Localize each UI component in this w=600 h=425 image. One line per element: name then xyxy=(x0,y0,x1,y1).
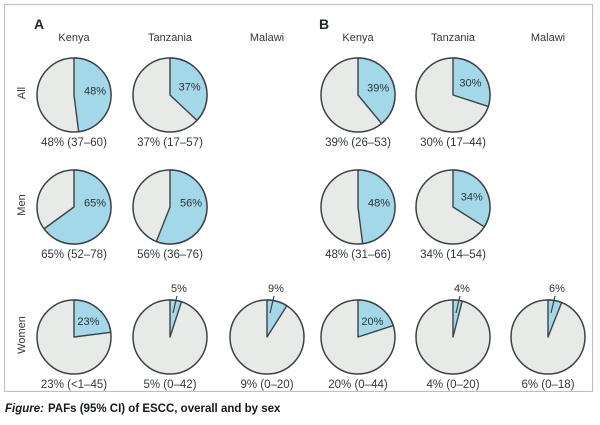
pie-b-women-malawi: 6% xyxy=(500,270,596,376)
ci-label-b-all-tanzania: 30% (17–44) xyxy=(420,137,486,149)
pie-value-label: 39% xyxy=(367,83,389,95)
pie-a-men-kenya: 65% xyxy=(26,140,122,246)
ci-label-a-all-kenya: 48% (37–60) xyxy=(41,137,107,149)
caption-text: PAFs (95% CI) of ESCC, overall and by se… xyxy=(47,403,281,415)
figure-border-box: A Kenya Tanzania Malawi All Men Women 48% 48% (3… xyxy=(4,4,593,392)
pie-slice xyxy=(155,169,208,245)
ci-label-a-men-tanzania: 56% (36–76) xyxy=(137,249,203,261)
column-header-tanzania-panel-b: Tanzania xyxy=(430,32,476,44)
figure-caption: Figure: PAFs (95% CI) of ESCC, overall an… xyxy=(5,403,280,415)
pie-a-all-kenya: 48% xyxy=(26,28,122,134)
pie-slice xyxy=(357,169,396,245)
column-header-malawi-panel-a: Malawi xyxy=(249,32,285,44)
pie-svg: 23% xyxy=(36,299,112,375)
pie-svg: 34% xyxy=(415,169,491,245)
panel-label-a: A xyxy=(33,16,45,32)
pie-value-label: 4% xyxy=(454,283,470,295)
ci-label-b-women-malawi: 6% (0–18) xyxy=(521,379,575,391)
pie-label-leader-line xyxy=(455,295,461,314)
pie-svg: 39% xyxy=(320,57,396,133)
pie-value-label: 34% xyxy=(461,192,483,204)
pie-svg: 65% xyxy=(36,169,112,245)
ci-label-b-men-kenya: 48% (31–66) xyxy=(325,249,391,261)
column-header-kenya-panel-b: Kenya xyxy=(342,32,374,44)
pie-value-label: 20% xyxy=(361,316,383,328)
pie-slice xyxy=(357,57,396,125)
ci-label-a-women-kenya: 23% (<1–45) xyxy=(40,379,108,391)
pie-b-men-tanzania: 34% xyxy=(405,140,501,246)
ci-label-b-all-kenya: 39% (26–53) xyxy=(325,137,391,149)
pie-b-women-tanzania: 4% xyxy=(405,270,501,376)
pie-slice xyxy=(452,57,491,108)
ci-label-b-women-tanzania: 4% (0–20) xyxy=(426,379,480,391)
pie-a-women-malawi: 9% xyxy=(219,270,315,376)
pie-svg: 6% xyxy=(510,283,586,375)
pie-svg: 9% xyxy=(229,283,305,375)
panel-label-b: B xyxy=(318,16,330,32)
column-header-tanzania-panel-a: Tanzania xyxy=(147,32,193,44)
pie-svg: 48% xyxy=(320,169,396,245)
pie-svg: 48% xyxy=(36,57,112,133)
pie-value-label: 9% xyxy=(268,283,284,295)
pie-label-leader-line xyxy=(550,295,556,314)
pie-slice xyxy=(266,299,288,338)
pie-svg: 56% xyxy=(132,169,208,245)
pie-value-label: 48% xyxy=(368,198,390,210)
ci-label-a-women-tanzania: 5% (0–42) xyxy=(143,379,197,391)
pie-svg: 20% xyxy=(320,299,396,375)
pie-b-women-kenya: 20% xyxy=(310,270,406,376)
pie-a-women-kenya: 23% xyxy=(26,270,122,376)
column-header-malawi-panel-b: Malawi xyxy=(530,32,566,44)
pie-a-men-tanzania: 56% xyxy=(122,140,218,246)
pie-value-label: 6% xyxy=(549,283,565,295)
pie-slice xyxy=(43,169,112,245)
pie-slice xyxy=(452,299,463,338)
pie-slice xyxy=(357,299,394,338)
pie-label-leader-line xyxy=(172,295,178,314)
pie-value-label: 30% xyxy=(459,77,481,89)
pie-value-label: 5% xyxy=(171,283,187,295)
pie-svg: 5% xyxy=(132,283,208,375)
pie-value-label: 37% xyxy=(179,82,201,94)
pie-svg: 37% xyxy=(132,57,208,133)
ci-label-a-all-tanzania: 37% (17–57) xyxy=(137,137,203,149)
ci-label-b-women-kenya: 20% (0–44) xyxy=(328,379,388,391)
pie-b-men-kenya: 48% xyxy=(310,140,406,246)
pie-a-all-tanzania: 37% xyxy=(122,28,218,134)
caption-prefix: Figure: xyxy=(5,403,44,415)
pie-a-women-tanzania: 5% xyxy=(122,270,218,376)
pie-b-all-tanzania: 30% xyxy=(405,28,501,134)
pie-slice xyxy=(169,57,208,122)
pie-value-label: 48% xyxy=(84,86,106,98)
pie-slice xyxy=(73,57,112,133)
ci-label-b-men-tanzania: 34% (14–54) xyxy=(420,249,486,261)
pie-label-leader-line xyxy=(269,295,275,314)
pie-slice xyxy=(452,169,491,228)
pie-value-label: 65% xyxy=(84,198,106,210)
pie-svg: 30% xyxy=(415,57,491,133)
pie-b-all-kenya: 39% xyxy=(310,28,406,134)
ci-label-a-men-kenya: 65% (52–78) xyxy=(41,249,107,261)
pie-slice xyxy=(73,299,112,338)
column-header-kenya-panel-a: Kenya xyxy=(58,32,90,44)
pie-value-label: 56% xyxy=(180,198,202,210)
pie-svg: 4% xyxy=(415,283,491,375)
pie-value-label: 23% xyxy=(77,316,99,328)
ci-label-a-women-malawi: 9% (0–20) xyxy=(240,379,294,391)
